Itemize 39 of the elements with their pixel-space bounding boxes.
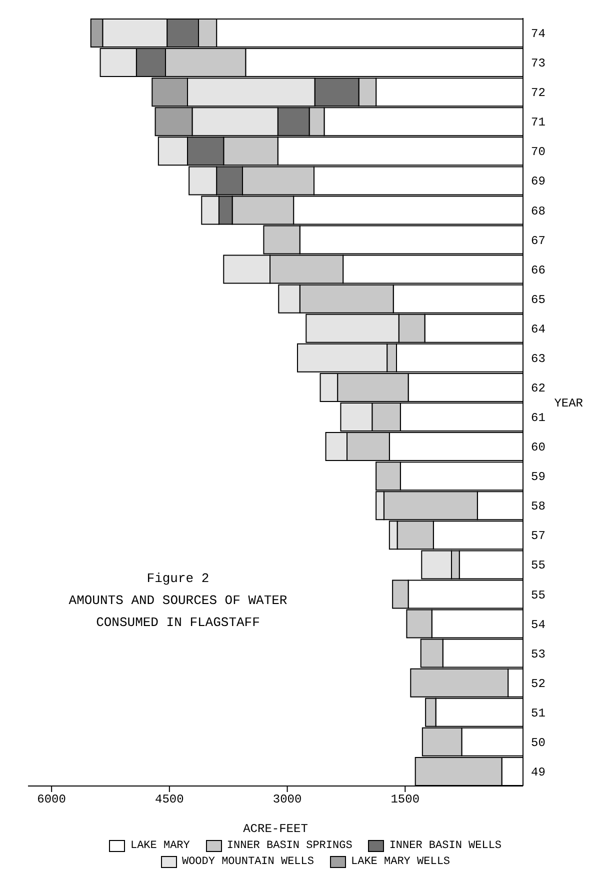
y-tick-label: 67 [531,234,546,248]
y-tick-label: 61 [531,411,546,426]
x-axis-title: ACRE-FEET [243,822,308,836]
y-tick-label: 55 [531,588,546,602]
chart-title: Figure 2 [146,570,210,588]
x-tick-label: 4500 [155,792,184,807]
x-tick-label: 6000 [37,792,66,807]
y-tick-label: 64 [531,322,546,336]
y-tick-label: 49 [531,765,546,780]
y-tick-label: 55 [531,558,546,573]
y-tick-label: 60 [531,440,546,455]
y-tick-label: 66 [531,263,546,278]
legend-label: INNER BASIN SPRINGS [226,840,352,852]
legend-label: LAKE MARY [129,840,190,852]
y-tick-label: 51 [531,706,546,720]
legend-label: INNER BASIN WELLS [388,840,502,852]
y-tick-label: 70 [531,145,546,160]
y-axis-title: YEAR [554,396,583,410]
y-tick-label: 68 [531,204,546,218]
y-tick-label: 53 [531,647,546,662]
y-tick-label: 72 [531,86,546,100]
y-tick-label: 58 [531,500,546,514]
y-tick-label: 65 [531,292,546,307]
y-tick-label: 62 [531,381,546,396]
legend-label: WOODY MOUNTAIN WELLS [180,856,314,868]
y-tick-label: 73 [531,56,546,71]
y-tick-label: 63 [531,352,546,366]
y-tick-label: 74 [531,27,546,42]
y-tick-label: 59 [531,470,546,484]
x-tick-label: 3000 [272,792,302,807]
x-tick-label: 1500 [390,792,420,807]
y-tick-label: 69 [531,174,546,189]
y-tick-label: 54 [531,618,546,632]
y-tick-label: 52 [531,676,546,691]
legend-label: LAKE MARY WELLS [350,856,450,868]
y-tick-label: 57 [531,529,546,544]
chart-subtitle: AMOUNTS AND SOURCES OF WATER CONSUMED IN FLAGSTAFF [68,592,288,632]
y-tick-label: 50 [531,736,546,750]
y-tick-label: 71 [531,116,546,130]
